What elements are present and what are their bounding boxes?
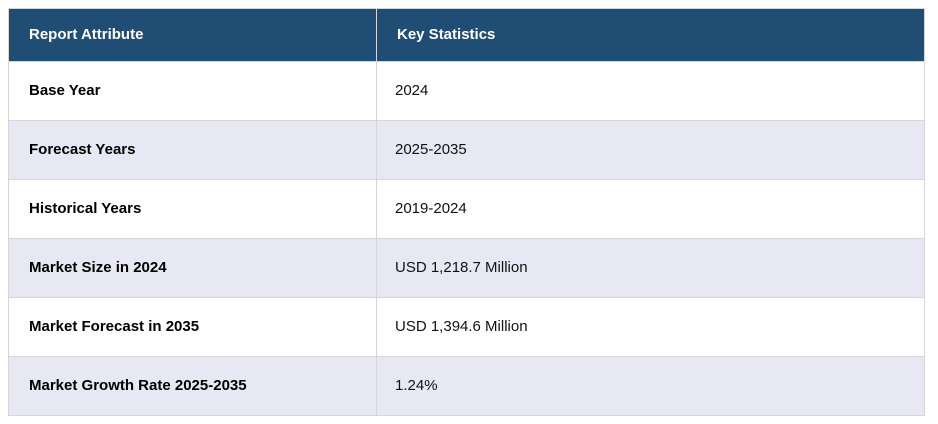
column-header-key-statistics: Key Statistics bbox=[376, 8, 925, 62]
table-row: Base Year 2024 bbox=[8, 61, 925, 121]
table-body: Base Year 2024 Forecast Years 2025-2035 … bbox=[8, 61, 925, 416]
attribute-cell: Base Year bbox=[8, 61, 377, 121]
table-row: Forecast Years 2025-2035 bbox=[8, 120, 925, 180]
attribute-cell: Forecast Years bbox=[8, 120, 377, 180]
attribute-cell: Historical Years bbox=[8, 179, 377, 239]
value-cell: 2019-2024 bbox=[376, 179, 925, 239]
column-header-report-attribute: Report Attribute bbox=[8, 8, 377, 62]
value-cell: 1.24% bbox=[376, 356, 925, 416]
value-cell: USD 1,218.7 Million bbox=[376, 238, 925, 298]
table-row: Market Growth Rate 2025-2035 1.24% bbox=[8, 356, 925, 416]
value-cell: 2025-2035 bbox=[376, 120, 925, 180]
report-statistics-table: Report Attribute Key Statistics Base Yea… bbox=[8, 8, 925, 416]
header-row: Report Attribute Key Statistics bbox=[8, 8, 925, 62]
attribute-cell: Market Size in 2024 bbox=[8, 238, 377, 298]
attribute-cell: Market Growth Rate 2025-2035 bbox=[8, 356, 377, 416]
attribute-cell: Market Forecast in 2035 bbox=[8, 297, 377, 357]
value-cell: 2024 bbox=[376, 61, 925, 121]
table-row: Historical Years 2019-2024 bbox=[8, 179, 925, 239]
table-row: Market Size in 2024 USD 1,218.7 Million bbox=[8, 238, 925, 298]
value-cell: USD 1,394.6 Million bbox=[376, 297, 925, 357]
table-row: Market Forecast in 2035 USD 1,394.6 Mill… bbox=[8, 297, 925, 357]
table-header: Report Attribute Key Statistics bbox=[8, 8, 925, 62]
